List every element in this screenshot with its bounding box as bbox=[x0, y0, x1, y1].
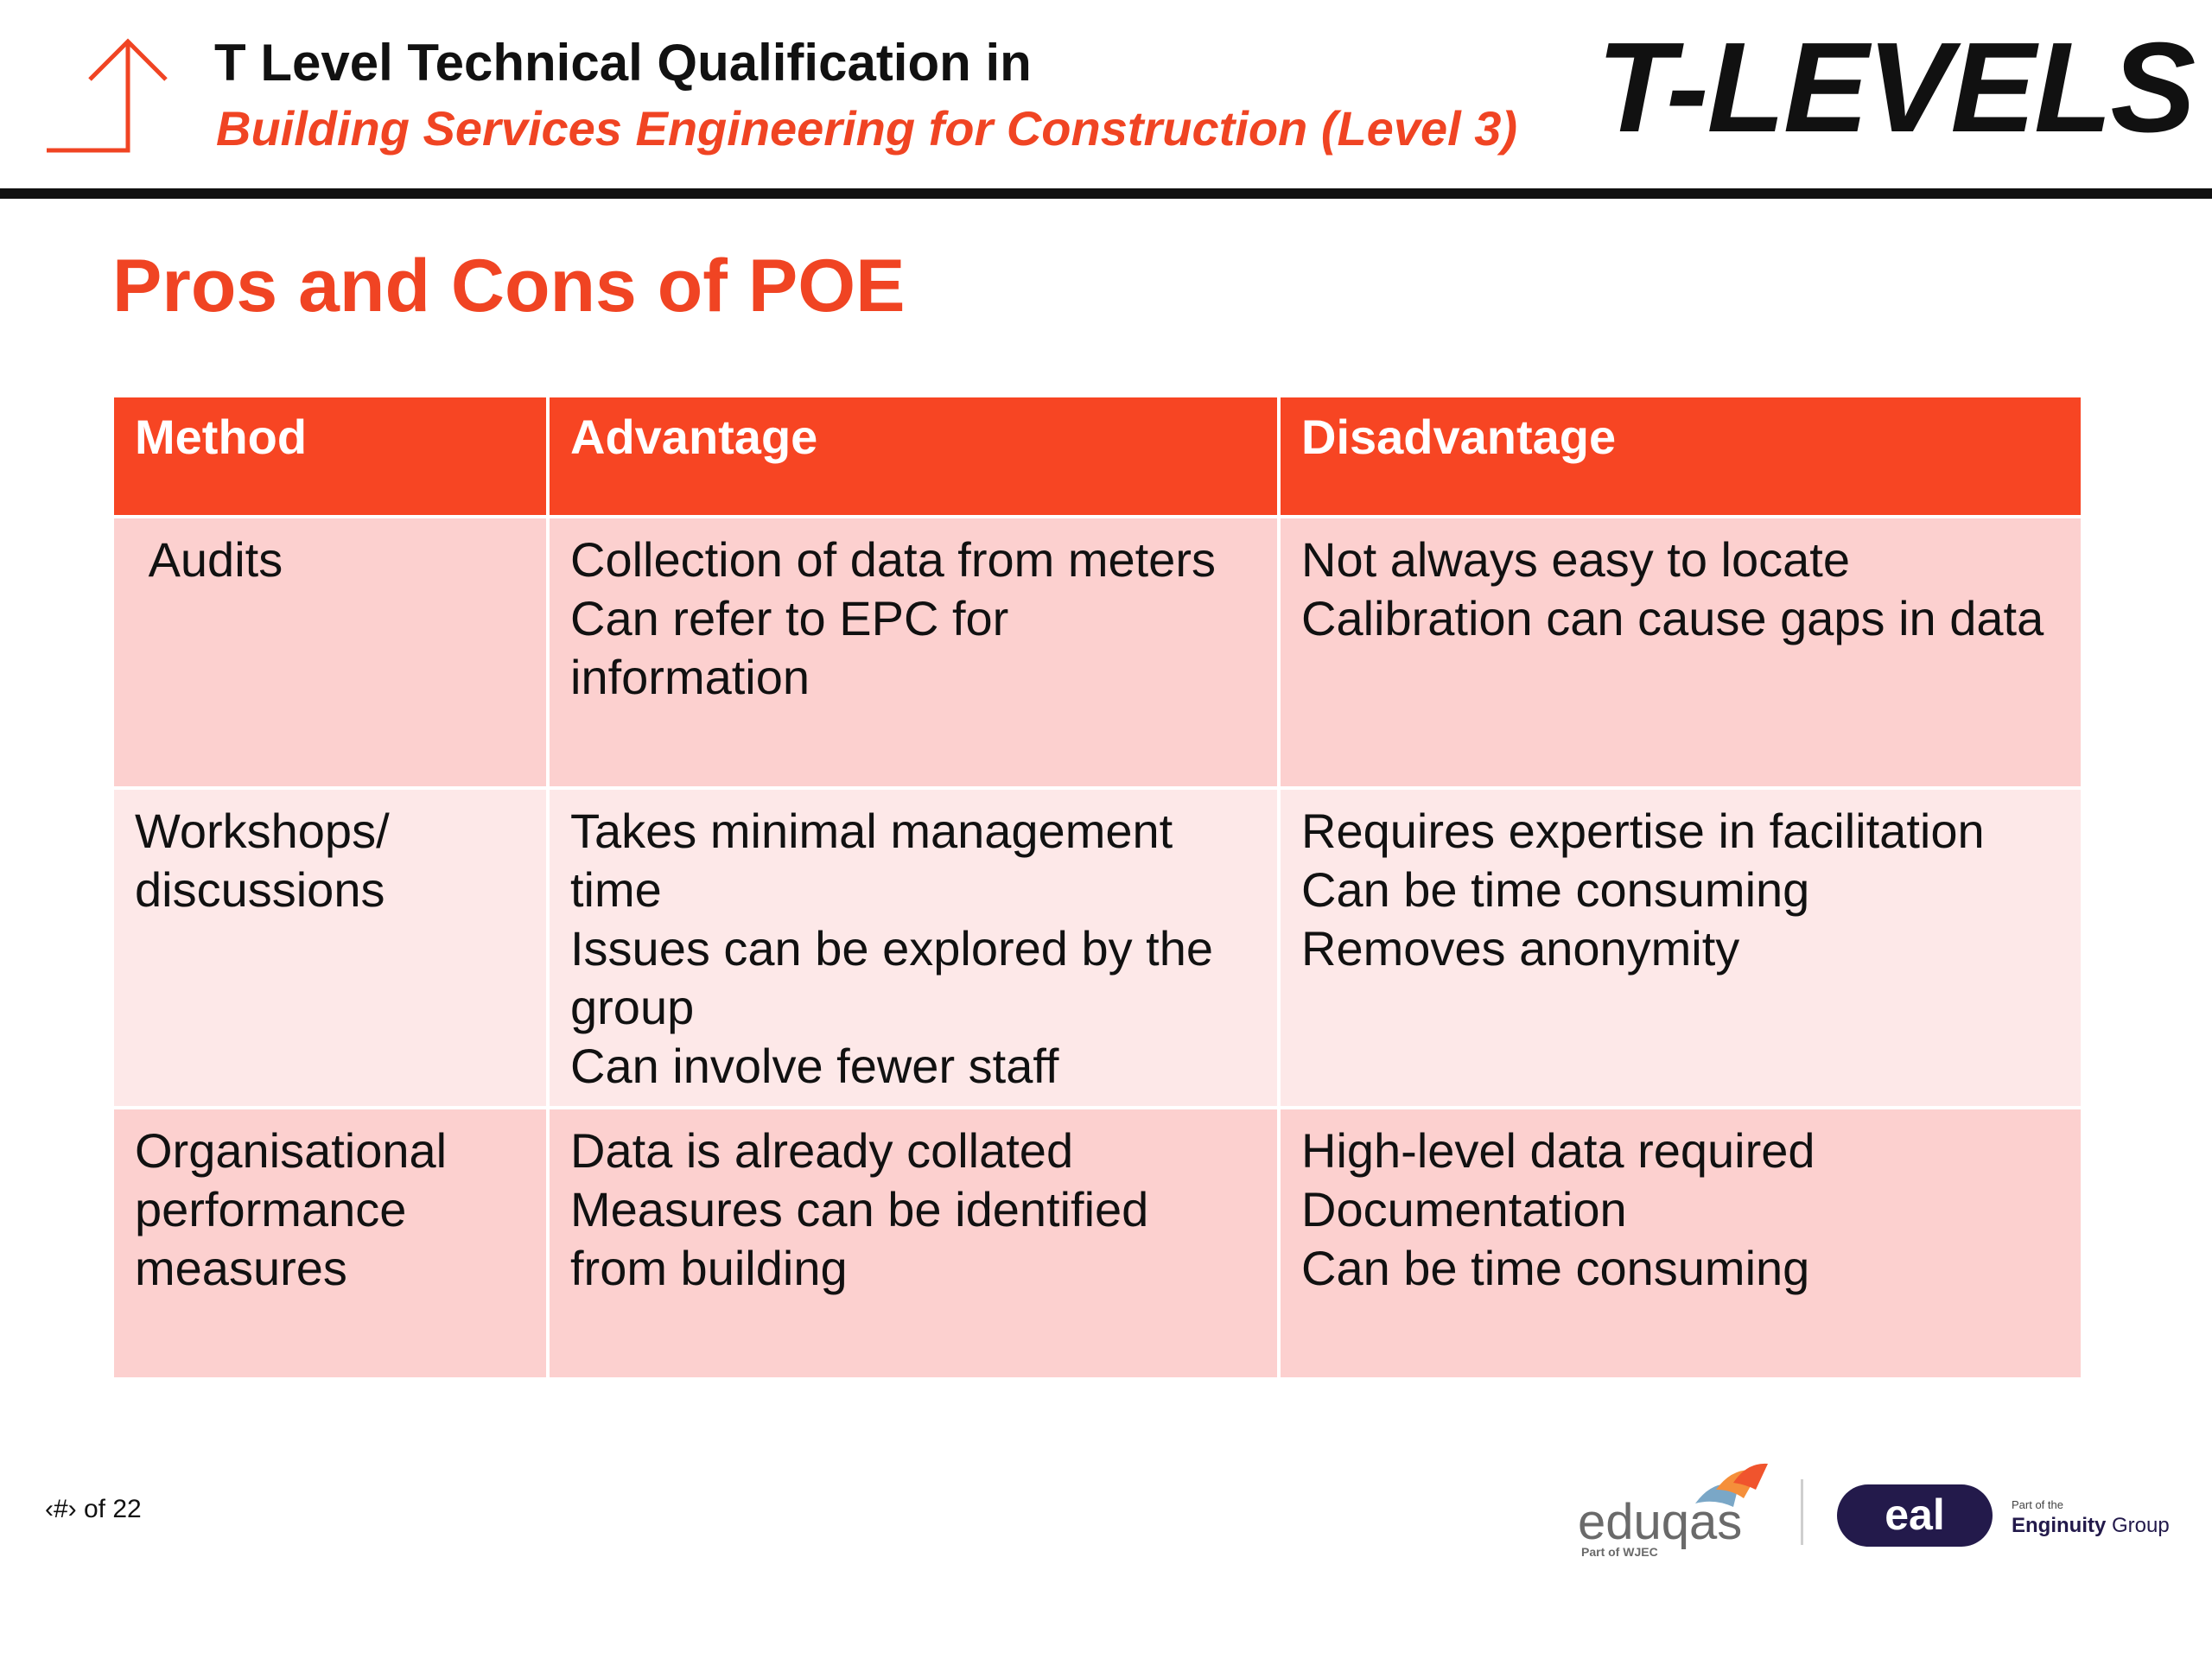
cell-line: Takes minimal management time bbox=[570, 804, 1186, 917]
disadvantage-cell: Requires expertise in facilitation Can b… bbox=[1277, 786, 2084, 1109]
cell-line: Can be time consuming bbox=[1301, 1241, 1810, 1295]
eduqas-tagline: Part of WJEC bbox=[1581, 1545, 1658, 1559]
t-levels-logo: T-LEVELS bbox=[1597, 16, 2196, 159]
cell-line: Collection of data from meters bbox=[570, 532, 1216, 587]
enginuity-suffix: Group bbox=[2112, 1514, 2170, 1537]
cell-line: Requires expertise in facilitation bbox=[1301, 804, 1985, 858]
up-arrow-icon bbox=[47, 38, 168, 153]
cell-line: Can be time consuming bbox=[1301, 862, 1810, 917]
header-method: Method bbox=[111, 394, 550, 518]
cell-line: Measures can be identified from building bbox=[570, 1182, 1162, 1295]
header: T Level Technical Qualification in Build… bbox=[0, 0, 2212, 199]
cell-line: Issues can be explored by the group bbox=[570, 921, 1227, 1034]
header-advantage: Advantage bbox=[546, 394, 1281, 518]
table-header-row: Method Advantage Disadvantage bbox=[111, 394, 2084, 518]
cell-line: Workshops/ discussions bbox=[135, 804, 404, 917]
header-disadvantage: Disadvantage bbox=[1277, 394, 2084, 518]
qualification-subtitle: Building Services Engineering for Constr… bbox=[216, 101, 1518, 156]
method-cell: Organisational performance measures bbox=[111, 1106, 550, 1381]
eduqas-wordmark: eduqas bbox=[1578, 1494, 1743, 1550]
table-row: Workshops/ discussions Takes minimal man… bbox=[111, 786, 2084, 1109]
enginuity-logo: Enginuity Group bbox=[2012, 1514, 2170, 1538]
table-row: Organisational performance measures Data… bbox=[111, 1106, 2084, 1381]
cell-line: Not always easy to locate bbox=[1301, 532, 1850, 587]
logo-divider bbox=[1801, 1479, 1803, 1545]
cell-line: Can involve fewer staff bbox=[570, 1039, 1059, 1093]
disadvantage-cell: Not always easy to locate Calibration ca… bbox=[1277, 515, 2084, 790]
book-icon bbox=[1695, 1463, 1768, 1507]
cell-line: Audits bbox=[135, 532, 283, 587]
table-row: Audits Collection of data from meters Ca… bbox=[111, 515, 2084, 790]
qualification-title: T Level Technical Qualification in bbox=[214, 34, 1032, 92]
advantage-cell: Takes minimal management time Issues can… bbox=[546, 786, 1281, 1109]
cell-line: Calibration can cause gaps in data bbox=[1301, 591, 2044, 645]
cell-line: Can refer to EPC for information bbox=[570, 591, 1022, 704]
method-cell: Audits bbox=[111, 515, 550, 790]
slide-title: Pros and Cons of POE bbox=[112, 245, 906, 327]
advantage-cell: Data is already collated Measures can be… bbox=[546, 1106, 1281, 1381]
eal-logo: eal bbox=[1837, 1484, 1993, 1547]
cell-line: Removes anonymity bbox=[1301, 921, 1740, 976]
disadvantage-cell: High-level data required Documentation C… bbox=[1277, 1106, 2084, 1381]
method-cell: Workshops/ discussions bbox=[111, 786, 550, 1109]
cell-line: High-level data required bbox=[1301, 1123, 1815, 1178]
advantage-cell: Collection of data from meters Can refer… bbox=[546, 515, 1281, 790]
enginuity-name: Enginuity bbox=[2012, 1514, 2107, 1537]
enginuity-prefix: Part of the bbox=[2012, 1498, 2063, 1511]
eduqas-logo: eduqas Part of WJEC bbox=[1578, 1460, 1768, 1564]
cell-line: Data is already collated bbox=[570, 1123, 1074, 1178]
page-number: ‹#› of 22 bbox=[45, 1495, 142, 1523]
header-divider bbox=[0, 188, 2212, 199]
cell-line: Documentation bbox=[1301, 1182, 1627, 1236]
poe-table: Method Advantage Disadvantage Audits Col… bbox=[111, 394, 2084, 1381]
cell-line: Organisational performance measures bbox=[135, 1123, 461, 1295]
